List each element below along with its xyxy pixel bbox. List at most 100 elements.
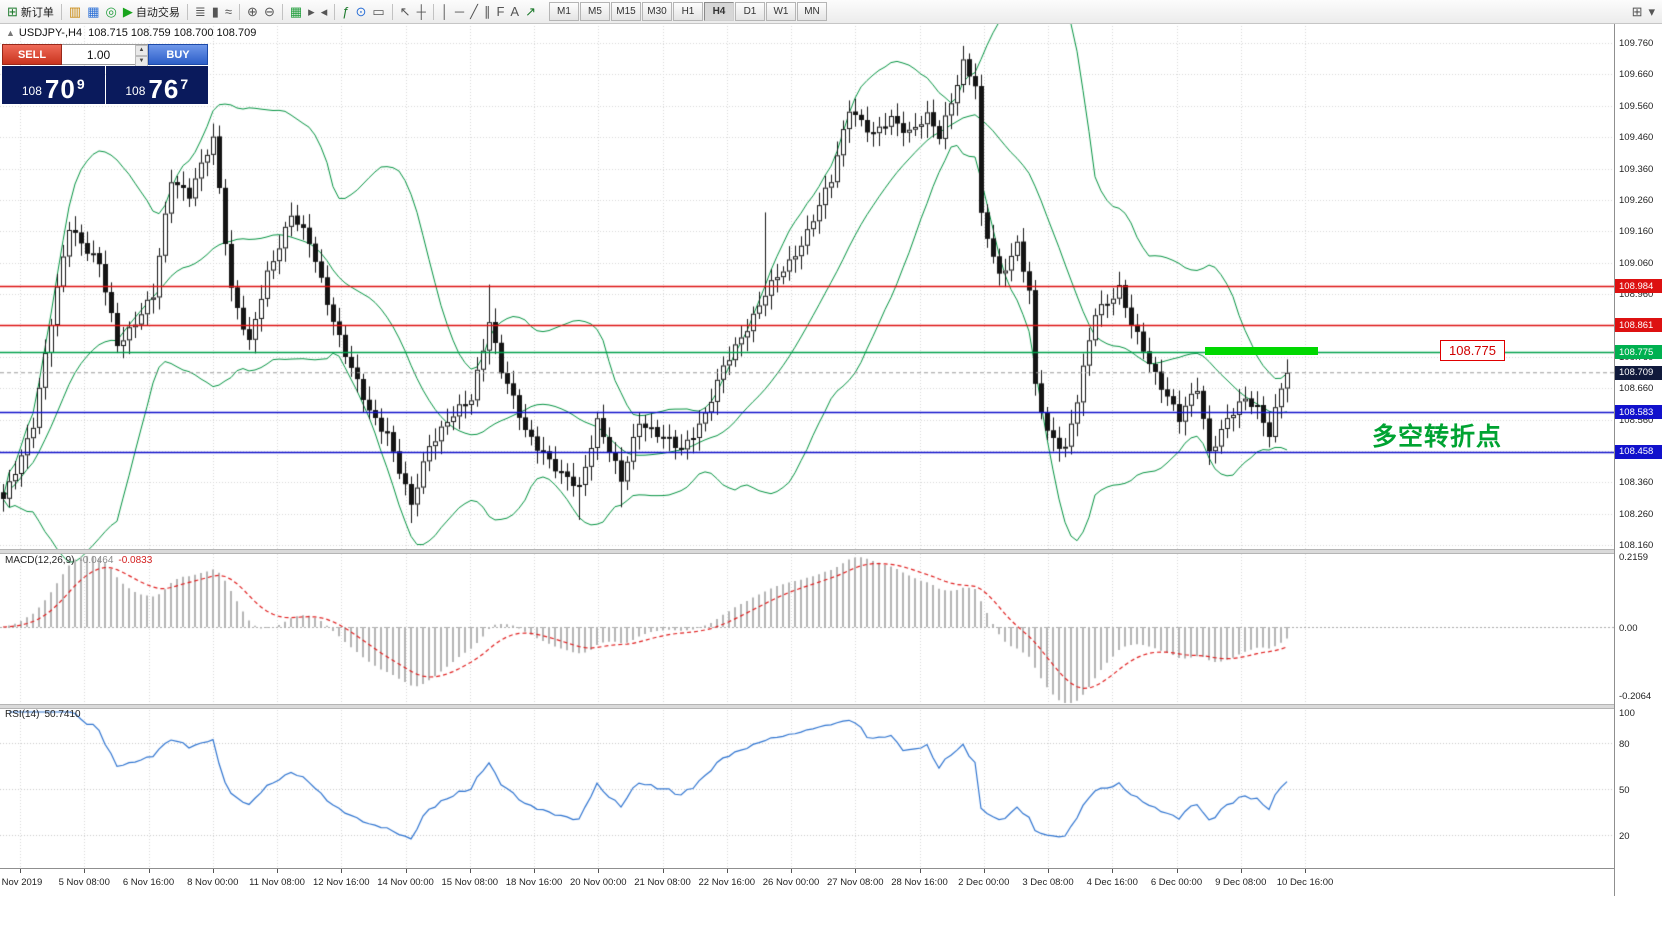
horizontal-line-button[interactable]: ─ bbox=[452, 2, 467, 22]
price-tick-label: 108.560 bbox=[1619, 414, 1654, 426]
time-tick bbox=[1112, 869, 1113, 873]
buy-price-big: 76 bbox=[148, 74, 180, 104]
time-label: 2 Dec 00:00 bbox=[958, 877, 1010, 888]
toolbar-divider bbox=[186, 3, 188, 20]
symbol-title: USDJPY-,H4 bbox=[18, 27, 83, 39]
time-tick bbox=[84, 869, 85, 873]
templates-button[interactable]: ▭ bbox=[369, 2, 387, 22]
expert-advisors-button-label: 自动交易 bbox=[135, 6, 180, 19]
time-tick bbox=[20, 869, 21, 873]
toolbar: ⊞ 新订单 ▥ ▦ ◎ ▶ 自动交易 ≣ ▮ ≈ ⊕ ⊖ ▦ ▸ ◂ ƒ ⊙ ▭ ↖ ┼ │ ─ ╱ ∥ F A ↗ M1 M5 M15… bbox=[0, 0, 1662, 24]
bar-chart-button[interactable]: ≣ bbox=[192, 2, 209, 22]
cursor-button[interactable]: ↖ bbox=[397, 2, 414, 22]
navigator-button[interactable]: ◎ bbox=[103, 2, 120, 22]
time-label: 6 Nov 16:00 bbox=[122, 877, 175, 888]
timeframe-m30-button[interactable]: M30 bbox=[641, 2, 672, 21]
price-axis[interactable]: 109.760 109.660 109.560 109.460 109.360 109.2… bbox=[1614, 24, 1662, 896]
macd-signal-value: -0.0833 bbox=[118, 555, 153, 566]
zoom-out-button-icon: ⊖ bbox=[263, 3, 275, 19]
data-window-button-icon: ▦ bbox=[87, 3, 100, 19]
rsi-scale-label: 20 bbox=[1619, 831, 1630, 843]
time-label: Nov 2019 bbox=[1, 877, 43, 888]
zoom-in-button[interactable]: ⊕ bbox=[244, 2, 261, 22]
text-button[interactable]: A bbox=[507, 2, 522, 22]
time-tick bbox=[855, 869, 856, 873]
sell-button[interactable]: SELL bbox=[2, 44, 62, 65]
timeframe-m5-button[interactable]: M5 bbox=[579, 2, 610, 21]
timeframe-mn-button[interactable]: MN bbox=[796, 2, 827, 21]
one-click-collapse-arrow[interactable]: ▲ bbox=[6, 28, 15, 38]
timeframe-m1-button[interactable]: M1 bbox=[548, 2, 579, 21]
periods-button[interactable]: ⊙ bbox=[352, 2, 369, 22]
time-label: 12 Nov 16:00 bbox=[312, 877, 370, 888]
vertical-line-button[interactable]: │ bbox=[438, 2, 452, 22]
panel-splitter-macd[interactable] bbox=[0, 549, 1662, 554]
time-tick bbox=[149, 869, 150, 873]
time-tick bbox=[598, 869, 599, 873]
time-axis[interactable]: Nov 2019 5 Nov 08:00 6 Nov 16:00 8 Nov 00:0… bbox=[0, 868, 1614, 897]
toolbar-divider bbox=[239, 3, 241, 20]
price-tick-label: 109.160 bbox=[1619, 226, 1654, 238]
fibonacci-button-icon: F bbox=[496, 3, 505, 19]
macd-main-value: -0.0464 bbox=[79, 555, 114, 566]
sell-price-display[interactable]: 108 70 9 bbox=[2, 66, 105, 104]
time-tick bbox=[920, 869, 921, 873]
arrows-button[interactable]: ↗ bbox=[522, 2, 539, 22]
new-order-button-icon: ⊞ bbox=[7, 3, 18, 19]
toolbar-divider bbox=[432, 3, 434, 20]
buy-price-small: 108 bbox=[125, 84, 146, 98]
expert-advisors-button[interactable]: ▶ 自动交易 bbox=[120, 2, 183, 22]
volume-input[interactable] bbox=[62, 46, 135, 63]
timeframe-m15-button[interactable]: M15 bbox=[610, 2, 641, 21]
macd-scale-label: 0.2159 bbox=[1619, 551, 1649, 563]
price-tick-label: 109.560 bbox=[1619, 100, 1654, 112]
time-tick bbox=[341, 869, 342, 873]
price-tag-108.861: 108.861 bbox=[1615, 318, 1662, 333]
chart-shift-button[interactable]: ◂ bbox=[318, 2, 331, 22]
price-tick-label: 109.060 bbox=[1619, 257, 1654, 269]
time-label: 8 Nov 00:00 bbox=[187, 877, 239, 888]
time-label: 28 Nov 16:00 bbox=[891, 877, 948, 888]
time-label: 27 Nov 08:00 bbox=[826, 877, 884, 888]
timeframe-d1-button[interactable]: D1 bbox=[734, 2, 765, 21]
data-window-button[interactable]: ▦ bbox=[84, 2, 102, 22]
ohlc-values: 108.715 108.759 108.700 108.709 bbox=[88, 27, 257, 39]
rsi-value: 50.7410 bbox=[44, 709, 81, 720]
toolbar-divider bbox=[334, 3, 336, 20]
indicators-button-icon: ƒ bbox=[342, 3, 350, 19]
toolbar-divider bbox=[281, 3, 283, 20]
timeframe-w1-button[interactable]: W1 bbox=[765, 2, 796, 21]
timeframe-h1-button[interactable]: H1 bbox=[672, 2, 703, 21]
crosshair-button[interactable]: ┼ bbox=[414, 2, 429, 22]
buy-price-display[interactable]: 108 76 7 bbox=[105, 66, 208, 104]
turning-point-label[interactable]: 多空转折点 bbox=[1372, 423, 1503, 451]
new-order-button-label: 新订单 bbox=[20, 6, 54, 19]
panel-splitter-rsi[interactable] bbox=[0, 704, 1662, 709]
fibonacci-button[interactable]: F bbox=[493, 2, 507, 22]
channel-button[interactable]: ∥ bbox=[481, 2, 494, 22]
macd-scale-label: 0.00 bbox=[1619, 623, 1638, 634]
price-callout-label[interactable]: 108.775 bbox=[1440, 340, 1505, 361]
volume-up-button[interactable]: ▲ bbox=[135, 45, 148, 56]
templates-button-icon: ▭ bbox=[372, 3, 385, 19]
zoom-out-button[interactable]: ⊖ bbox=[261, 2, 278, 22]
price-tick-label: 108.360 bbox=[1619, 477, 1654, 489]
market-watch-button[interactable]: ▥ bbox=[66, 2, 84, 22]
tile-windows-button[interactable]: ▦ bbox=[287, 2, 305, 22]
line-chart-button[interactable]: ≈ bbox=[222, 2, 235, 22]
sell-price-sup: 9 bbox=[76, 76, 85, 92]
auto-scroll-button[interactable]: ▸ bbox=[305, 2, 318, 22]
time-tick bbox=[727, 869, 728, 873]
new-chart-window-button[interactable]: ⊞ bbox=[1629, 2, 1646, 22]
timeframe-h4-button[interactable]: H4 bbox=[703, 2, 734, 21]
new-order-button[interactable]: ⊞ 新订单 bbox=[4, 2, 57, 22]
candlestick-chart-button[interactable]: ▮ bbox=[209, 2, 222, 22]
time-tick bbox=[1048, 869, 1049, 873]
window-list-button[interactable]: ▾ bbox=[1645, 2, 1658, 22]
highlight-segment[interactable] bbox=[1205, 347, 1318, 355]
buy-button[interactable]: BUY bbox=[148, 44, 208, 65]
indicators-button[interactable]: ƒ bbox=[339, 2, 352, 22]
timeframe-group: M1 M5 M15 M30 H1 H4 D1 W1 MN bbox=[548, 2, 828, 21]
trendline-button[interactable]: ╱ bbox=[467, 2, 481, 22]
